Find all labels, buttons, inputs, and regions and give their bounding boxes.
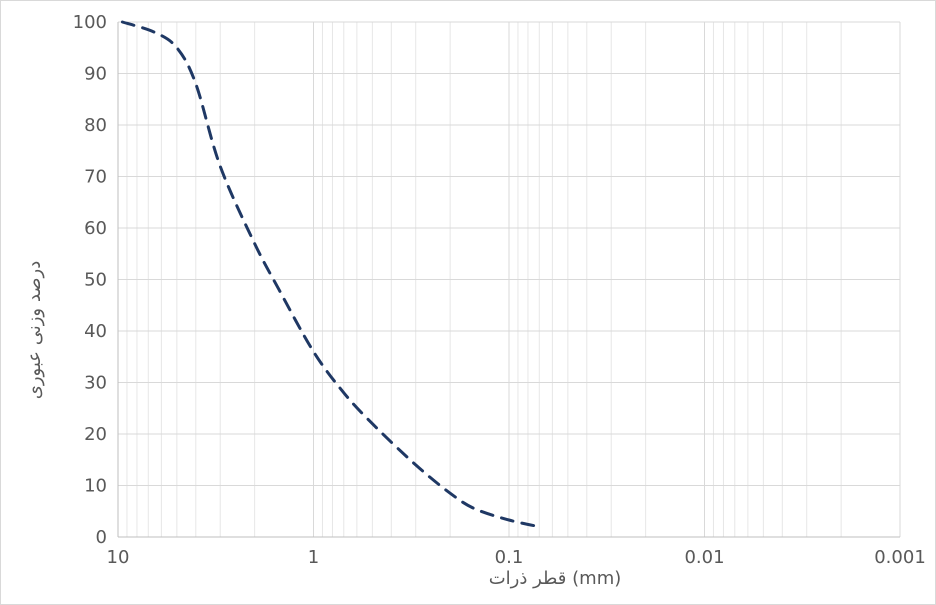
y-tick-label: 30 (84, 373, 107, 394)
y-tick-label: 70 (84, 167, 107, 188)
series (120, 20, 541, 529)
major-gridlines (118, 21, 901, 537)
x-tick-label: 0.001 (874, 547, 926, 568)
axes (117, 22, 900, 538)
series-line (120, 20, 541, 529)
x-tick-label: 0.01 (684, 547, 724, 568)
x-tick-label: 1 (308, 547, 319, 568)
y-tick-label: 60 (84, 218, 107, 239)
y-axis-title: درصد وزنی عبوری (24, 261, 45, 400)
y-tick-label: 50 (84, 270, 107, 291)
y-tick-label: 80 (84, 115, 107, 136)
y-tick-label: 40 (84, 321, 107, 342)
y-tick-label: 0 (96, 527, 107, 548)
y-tick-label: 100 (73, 12, 107, 33)
y-tick-labels: 0 10 20 30 40 50 60 70 80 90 100 (73, 12, 107, 548)
x-tick-label: 0.1 (495, 547, 524, 568)
y-tick-label: 20 (84, 424, 107, 445)
y-tick-label: 90 (84, 64, 107, 85)
x-tick-label: 10 (107, 547, 130, 568)
x-tick-labels: 10 1 0.1 0.01 0.001 (107, 547, 926, 568)
y-tick-label: 10 (84, 476, 107, 497)
x-axis-title: قطر ذرات (mm) (489, 568, 622, 589)
